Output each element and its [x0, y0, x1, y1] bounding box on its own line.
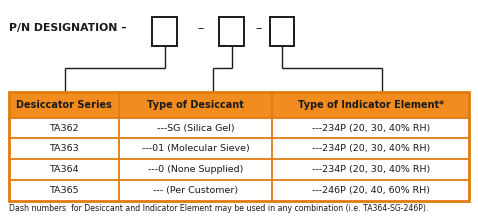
Text: Dash numbers  for Desiccant and Indicator Element may be used in any combination: Dash numbers for Desiccant and Indicator… — [9, 204, 428, 213]
Text: ---234P (20, 30, 40% RH): ---234P (20, 30, 40% RH) — [312, 144, 430, 153]
Text: TA362: TA362 — [49, 124, 78, 133]
Bar — [152, 17, 177, 46]
Bar — [9, 92, 469, 201]
Text: --- (Per Customer): --- (Per Customer) — [153, 186, 238, 195]
Text: ---234P (20, 30, 40% RH): ---234P (20, 30, 40% RH) — [312, 124, 430, 133]
Text: P/N DESIGNATION –: P/N DESIGNATION – — [9, 23, 126, 33]
Text: Desiccator Series: Desiccator Series — [16, 100, 111, 110]
Text: –: – — [255, 22, 261, 35]
Text: TA363: TA363 — [49, 144, 78, 153]
Bar — [9, 92, 469, 118]
Text: Type of Desiccant: Type of Desiccant — [147, 100, 244, 110]
Bar — [219, 17, 244, 46]
Text: TA365: TA365 — [49, 186, 78, 195]
Text: ---246P (20, 40, 60% RH): ---246P (20, 40, 60% RH) — [312, 186, 430, 195]
Text: –: – — [197, 22, 204, 35]
Text: ---01 (Molecular Sieve): ---01 (Molecular Sieve) — [141, 144, 250, 153]
Bar — [270, 17, 294, 46]
Text: ---0 (None Supplied): ---0 (None Supplied) — [148, 165, 243, 174]
Text: TA364: TA364 — [49, 165, 78, 174]
Text: ---234P (20, 30, 40% RH): ---234P (20, 30, 40% RH) — [312, 165, 430, 174]
Text: Type of Indicator Element*: Type of Indicator Element* — [298, 100, 444, 110]
Text: ---SG (Silica Gel): ---SG (Silica Gel) — [157, 124, 234, 133]
